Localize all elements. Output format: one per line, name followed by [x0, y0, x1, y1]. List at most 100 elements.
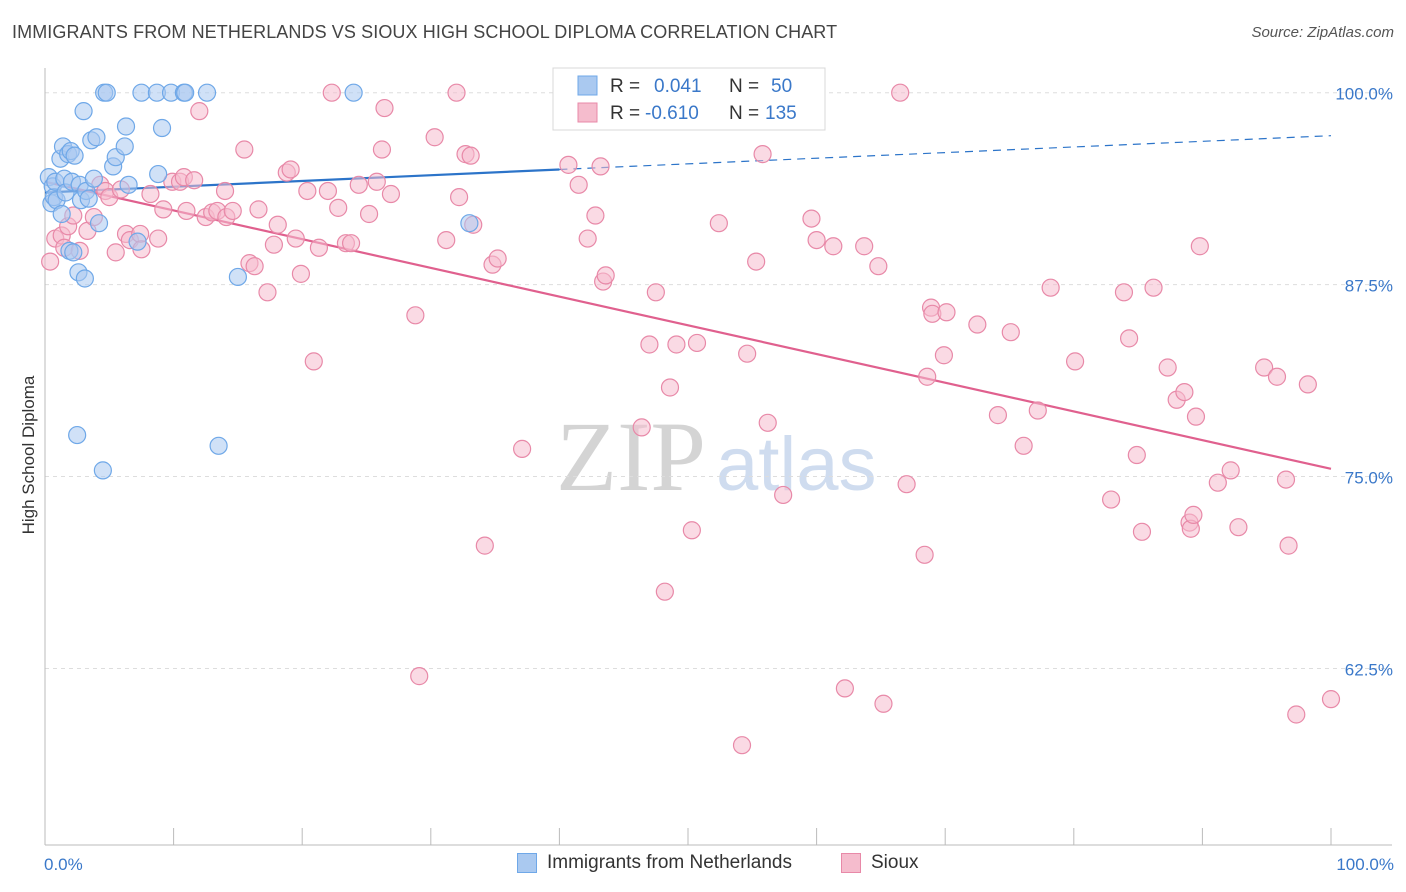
- legend-r-label-2: R =: [610, 103, 640, 124]
- sioux-point: [1114, 283, 1134, 302]
- sioux-point: [835, 679, 854, 698]
- sioux-point: [367, 172, 386, 191]
- legend-n-label-2: N =: [729, 103, 759, 124]
- sioux-point: [177, 201, 196, 221]
- sioux-point: [897, 475, 916, 494]
- sioux-point: [215, 181, 235, 201]
- netherlands-point: [64, 243, 83, 262]
- sioux-point: [258, 283, 277, 302]
- sioux-point: [655, 582, 674, 601]
- sioux-point: [738, 344, 757, 363]
- sioux-point: [329, 198, 348, 217]
- chart-title: IMMIGRANTS FROM NETHERLANDS VS SIOUX HIG…: [12, 22, 838, 42]
- sioux-point: [891, 83, 910, 102]
- legend-r-value-1: 0.041: [654, 76, 702, 97]
- sioux-point: [1175, 382, 1194, 402]
- sioux-point: [1298, 375, 1317, 394]
- sioux-point: [1001, 323, 1020, 342]
- legend-r-label-1: R =: [610, 76, 640, 97]
- series-legend-label-sioux: Sioux: [871, 852, 919, 873]
- netherlands-point: [115, 137, 134, 156]
- sioux-trend-line: [44, 180, 1332, 470]
- sioux-point: [281, 160, 300, 179]
- sioux-point: [406, 306, 425, 325]
- sioux-point: [1208, 473, 1227, 492]
- sioux-point: [660, 378, 680, 397]
- netherlands-point: [344, 83, 363, 102]
- netherlands-trend-extension: [559, 135, 1332, 171]
- sioux-point: [190, 102, 209, 121]
- legend-n-value-2: 135: [765, 103, 797, 124]
- legend-box: [552, 67, 826, 131]
- series-legend-swatch-netherlands: [517, 853, 537, 873]
- sioux-point: [874, 694, 893, 713]
- sioux-point: [1065, 352, 1085, 371]
- sioux-point: [687, 333, 707, 353]
- sioux-point: [349, 175, 368, 194]
- sioux-point: [1229, 518, 1248, 537]
- y-tick-label: 100.0%: [1335, 85, 1393, 104]
- sioux-point: [934, 346, 954, 365]
- sioux-point: [375, 98, 394, 118]
- netherlands-point: [52, 204, 71, 224]
- series-legend-item-sioux: Sioux: [841, 852, 919, 874]
- sioux-point: [475, 536, 494, 555]
- series-legend-label-netherlands: Immigrants from Netherlands: [547, 852, 792, 873]
- sioux-point: [632, 418, 651, 437]
- sioux-point: [591, 157, 610, 176]
- sioux-point: [447, 83, 466, 102]
- sioux-point: [774, 485, 793, 505]
- netherlands-point: [75, 269, 94, 288]
- correlation-legend: R = 0.041 N = 50 R = -0.610 N = 135: [552, 67, 826, 131]
- sioux-point: [709, 214, 728, 233]
- sioux-point: [732, 736, 752, 755]
- netherlands-point: [152, 118, 172, 138]
- sioux-point: [1119, 329, 1139, 348]
- sioux-point: [1255, 358, 1274, 377]
- netherlands-point: [87, 128, 106, 147]
- sioux-point: [869, 257, 888, 276]
- series-legend-item-netherlands: Immigrants from Netherlands: [517, 852, 792, 874]
- netherlands-point: [93, 461, 112, 480]
- sioux-point: [747, 252, 766, 271]
- sioux-point: [449, 188, 469, 207]
- sioux-point: [1267, 367, 1287, 386]
- sioux-point: [807, 230, 826, 250]
- netherlands-point: [209, 436, 228, 455]
- sioux-point: [1014, 436, 1033, 455]
- sioux-point: [309, 238, 329, 257]
- sioux-point: [988, 406, 1008, 425]
- sioux-point: [1287, 705, 1306, 724]
- sioux-point: [1132, 522, 1152, 541]
- gridlines: [45, 92, 1392, 669]
- data-points: [39, 83, 1341, 755]
- sioux-point: [141, 184, 160, 204]
- netherlands-point: [65, 146, 84, 165]
- watermark-atlas: atlas: [716, 422, 877, 507]
- axes: [44, 68, 1392, 846]
- netherlands-point: [132, 83, 151, 102]
- sioux-point: [646, 283, 665, 302]
- sioux-point: [359, 204, 379, 224]
- sioux-point: [264, 235, 284, 254]
- sioux-point: [513, 439, 532, 458]
- sioux-point: [1041, 278, 1060, 297]
- legend-swatch-sioux: [577, 102, 598, 123]
- netherlands-point: [460, 214, 479, 233]
- sioux-point: [41, 252, 60, 271]
- sioux-point: [318, 181, 338, 201]
- sioux-point: [322, 83, 341, 102]
- sioux-point: [1190, 237, 1209, 256]
- source-credit: Source: ZipAtlas.com: [1251, 24, 1394, 41]
- sioux-point: [682, 521, 701, 540]
- sioux-point: [586, 206, 605, 225]
- sioux-point: [1321, 690, 1341, 709]
- sioux-point: [410, 667, 429, 686]
- legend-r-value-2: -0.610: [645, 103, 699, 124]
- sioux-point: [569, 175, 588, 194]
- netherlands-point: [116, 117, 136, 136]
- series-legend: Immigrants from Netherlands Sioux: [0, 850, 1406, 880]
- sioux-point: [1028, 401, 1047, 420]
- sioux-point: [596, 266, 615, 285]
- sioux-point: [149, 229, 168, 248]
